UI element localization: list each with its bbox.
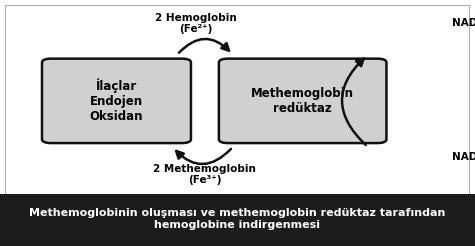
FancyBboxPatch shape (5, 5, 470, 197)
Text: 2 Hemoglobin
(Fe²⁺): 2 Hemoglobin (Fe²⁺) (155, 13, 237, 34)
Text: NAD⁺: NAD⁺ (452, 18, 475, 28)
FancyBboxPatch shape (219, 59, 387, 143)
Text: 2 Methemoglobin
(Fe³⁺): 2 Methemoglobin (Fe³⁺) (153, 164, 256, 185)
Text: Methemoglobinin oluşması ve methemoglobin redüktaz tarafından
hemoglobine indirg: Methemoglobinin oluşması ve methemoglobi… (29, 208, 446, 230)
FancyBboxPatch shape (0, 194, 475, 246)
FancyBboxPatch shape (42, 59, 191, 143)
Text: Methemoglobin
redüktaz: Methemoglobin redüktaz (251, 87, 354, 115)
Text: NADH: NADH (452, 152, 475, 162)
Text: İlaçlar
Endojen
Oksidan: İlaçlar Endojen Oksidan (90, 78, 143, 123)
